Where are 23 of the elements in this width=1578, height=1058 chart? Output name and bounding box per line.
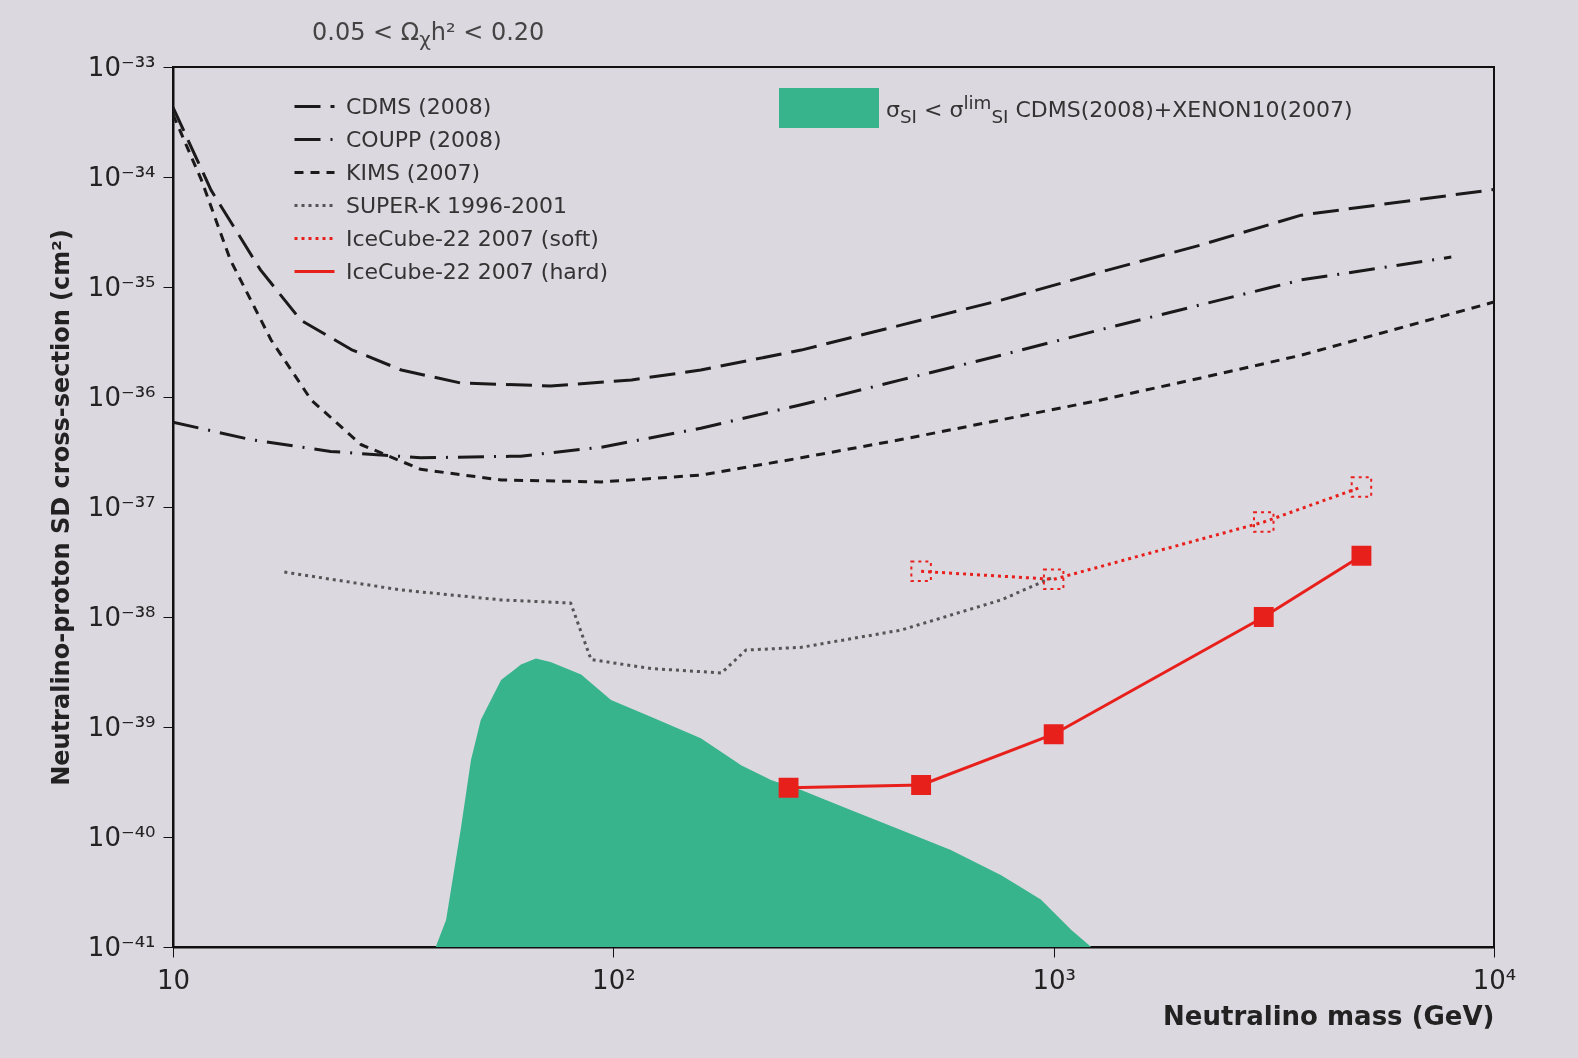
y-tick-label: 10⁻³³ [87, 51, 156, 82]
y-tick-label: 10⁻⁴¹ [87, 931, 156, 962]
y-tick-label: 10⁻⁴⁰ [87, 821, 156, 852]
y-tick-label: 10⁻³⁴ [87, 161, 156, 192]
legend-label: COUPP (2008) [346, 126, 502, 152]
legend-label: KIMS (2007) [346, 159, 481, 185]
y-tick-label: 10⁻³⁸ [87, 601, 156, 632]
legend-label: IceCube-22 2007 (hard) [346, 258, 609, 284]
y-tick-label: 10⁻³⁹ [87, 711, 156, 742]
x-axis-title: Neutralino mass (GeV) [1163, 1000, 1495, 1031]
y-tick-label: 10⁻³⁷ [87, 491, 156, 522]
x-tick-label: 10² [592, 964, 636, 995]
legend-label: σ$_{SI}$ < σ$^{lim}$$_{SI}$ CDMS(2008)+XENON10(2007) [886, 92, 1353, 127]
legend-label: CDMS (2008) [346, 93, 492, 119]
legend-label: SUPER-K 1996-2001 [346, 192, 567, 218]
legend-label: IceCube-22 2007 (soft) [346, 225, 599, 251]
x-tick-label: 10⁴ [1472, 964, 1517, 995]
chart-title: 0.05 < Ω$_{χ}$h² < 0.20 [312, 18, 545, 51]
x-tick-label: 10³ [1032, 964, 1076, 995]
y-tick-label: 10⁻³⁵ [87, 271, 156, 302]
y-axis-title: Neutralino-proton SD cross-section (cm²) [46, 229, 75, 786]
x-tick-label: 10 [156, 964, 191, 995]
y-tick-label: 10⁻³⁶ [87, 381, 156, 412]
